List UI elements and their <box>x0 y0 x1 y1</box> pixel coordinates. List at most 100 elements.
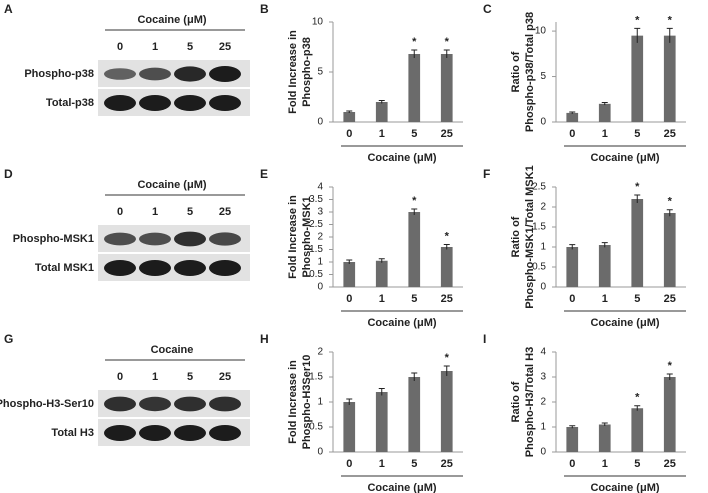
x-tick-label: 25 <box>664 293 676 305</box>
y-tick-label: 5 <box>540 71 546 82</box>
bar <box>408 212 421 287</box>
blot-band <box>104 396 136 412</box>
y-tick-label: 0.5 <box>309 422 323 433</box>
blot-band <box>139 260 171 276</box>
error-bar <box>634 27 641 43</box>
significance-mark: * <box>412 195 417 207</box>
x-tick-label: 5 <box>634 458 640 470</box>
blot-band <box>104 68 136 80</box>
x-axis-label: Cocaine (μM) <box>367 152 436 164</box>
x-tick-label: 5 <box>411 293 417 305</box>
row-label: Total-p38 <box>46 97 94 109</box>
panel-letter: A <box>4 2 13 16</box>
lane-label: 1 <box>152 206 158 218</box>
y-tick-label: 3.5 <box>309 194 323 205</box>
row-label: Phospho-p38 <box>24 68 94 80</box>
bar <box>440 247 453 287</box>
lane-label: 5 <box>187 206 193 218</box>
lane-label: 25 <box>219 206 231 218</box>
panel-letter: B <box>260 2 269 16</box>
error-bar <box>378 258 385 263</box>
y-tick-label: 1.5 <box>532 222 546 233</box>
blot-band <box>104 425 136 441</box>
error-bar <box>601 242 608 248</box>
y-axis-label: Phospho-p38/Total p38 <box>524 12 536 132</box>
blot-band <box>209 66 241 82</box>
row-label: Total MSK1 <box>35 262 94 274</box>
error-bar <box>666 209 673 217</box>
bar <box>408 377 421 452</box>
bar <box>663 377 676 452</box>
error-bar <box>569 244 576 250</box>
error-bar <box>443 365 450 376</box>
lane-label: 5 <box>187 371 193 383</box>
panel-letter: C <box>483 2 492 16</box>
y-tick-label: 4 <box>317 182 323 193</box>
significance-mark: * <box>635 392 640 404</box>
y-axis-label: Phospho-MSK1 <box>301 196 313 277</box>
significance-mark: * <box>635 14 640 26</box>
significance-mark: * <box>668 196 673 208</box>
x-tick-label: 1 <box>379 128 385 140</box>
panel-letter: G <box>4 332 13 346</box>
error-bar <box>634 405 641 411</box>
error-bar <box>443 244 450 250</box>
error-bar <box>666 373 673 380</box>
significance-mark: * <box>445 352 450 364</box>
blot-band <box>209 232 241 246</box>
error-bar <box>601 101 608 106</box>
x-tick-label: 25 <box>441 458 453 470</box>
lane-label: 1 <box>152 371 158 383</box>
bar <box>566 427 579 452</box>
panel-letter: F <box>483 167 490 181</box>
y-tick-label: 10 <box>312 17 324 28</box>
row-label: Total H3 <box>51 427 94 439</box>
x-tick-label: 0 <box>346 128 352 140</box>
y-axis-label: Phospho-H3Ser10 <box>301 355 313 450</box>
y-tick-label: 0 <box>317 447 323 458</box>
y-tick-label: 1.5 <box>309 244 323 255</box>
x-tick-label: 0 <box>346 458 352 470</box>
x-tick-label: 0 <box>346 293 352 305</box>
blot-band <box>174 95 206 111</box>
y-tick-label: 1 <box>540 242 546 253</box>
lane-label: 5 <box>187 41 193 53</box>
bar <box>631 199 644 287</box>
lane-label: 25 <box>219 41 231 53</box>
error-bar <box>411 208 418 215</box>
y-tick-label: 1 <box>317 257 323 268</box>
x-tick-label: 0 <box>569 458 575 470</box>
blot-band <box>104 232 136 246</box>
bar <box>343 402 356 452</box>
y-tick-label: 0 <box>540 117 546 128</box>
lane-label: 1 <box>152 41 158 53</box>
significance-mark: * <box>412 36 417 48</box>
y-axis-label: Ratio of <box>510 216 522 257</box>
bar <box>598 245 611 287</box>
bar <box>440 54 453 122</box>
blot-band <box>104 260 136 276</box>
y-tick-label: 0 <box>317 117 323 128</box>
x-axis-label: Cocaine (μM) <box>367 317 436 329</box>
y-tick-label: 2 <box>540 202 546 213</box>
y-tick-label: 0.5 <box>309 269 323 280</box>
y-tick-label: 2 <box>317 347 323 358</box>
error-bar <box>634 194 641 203</box>
bar <box>440 371 453 452</box>
y-axis-label: Phospho-MSK1/Total MSK1 <box>524 165 536 308</box>
y-axis-label: Phospho-p38 <box>301 37 313 107</box>
y-tick-label: 2 <box>540 397 546 408</box>
x-axis-label: Cocaine (μM) <box>590 317 659 329</box>
y-tick-label: 0 <box>540 447 546 458</box>
x-tick-label: 5 <box>411 128 417 140</box>
significance-mark: * <box>635 181 640 193</box>
blot-band <box>139 396 171 412</box>
x-tick-label: 0 <box>569 128 575 140</box>
lane-label: 25 <box>219 371 231 383</box>
y-tick-label: 1 <box>540 422 546 433</box>
panel-letter: H <box>260 332 269 346</box>
blot-band <box>209 425 241 441</box>
y-tick-label: 2 <box>317 232 323 243</box>
x-tick-label: 0 <box>569 293 575 305</box>
